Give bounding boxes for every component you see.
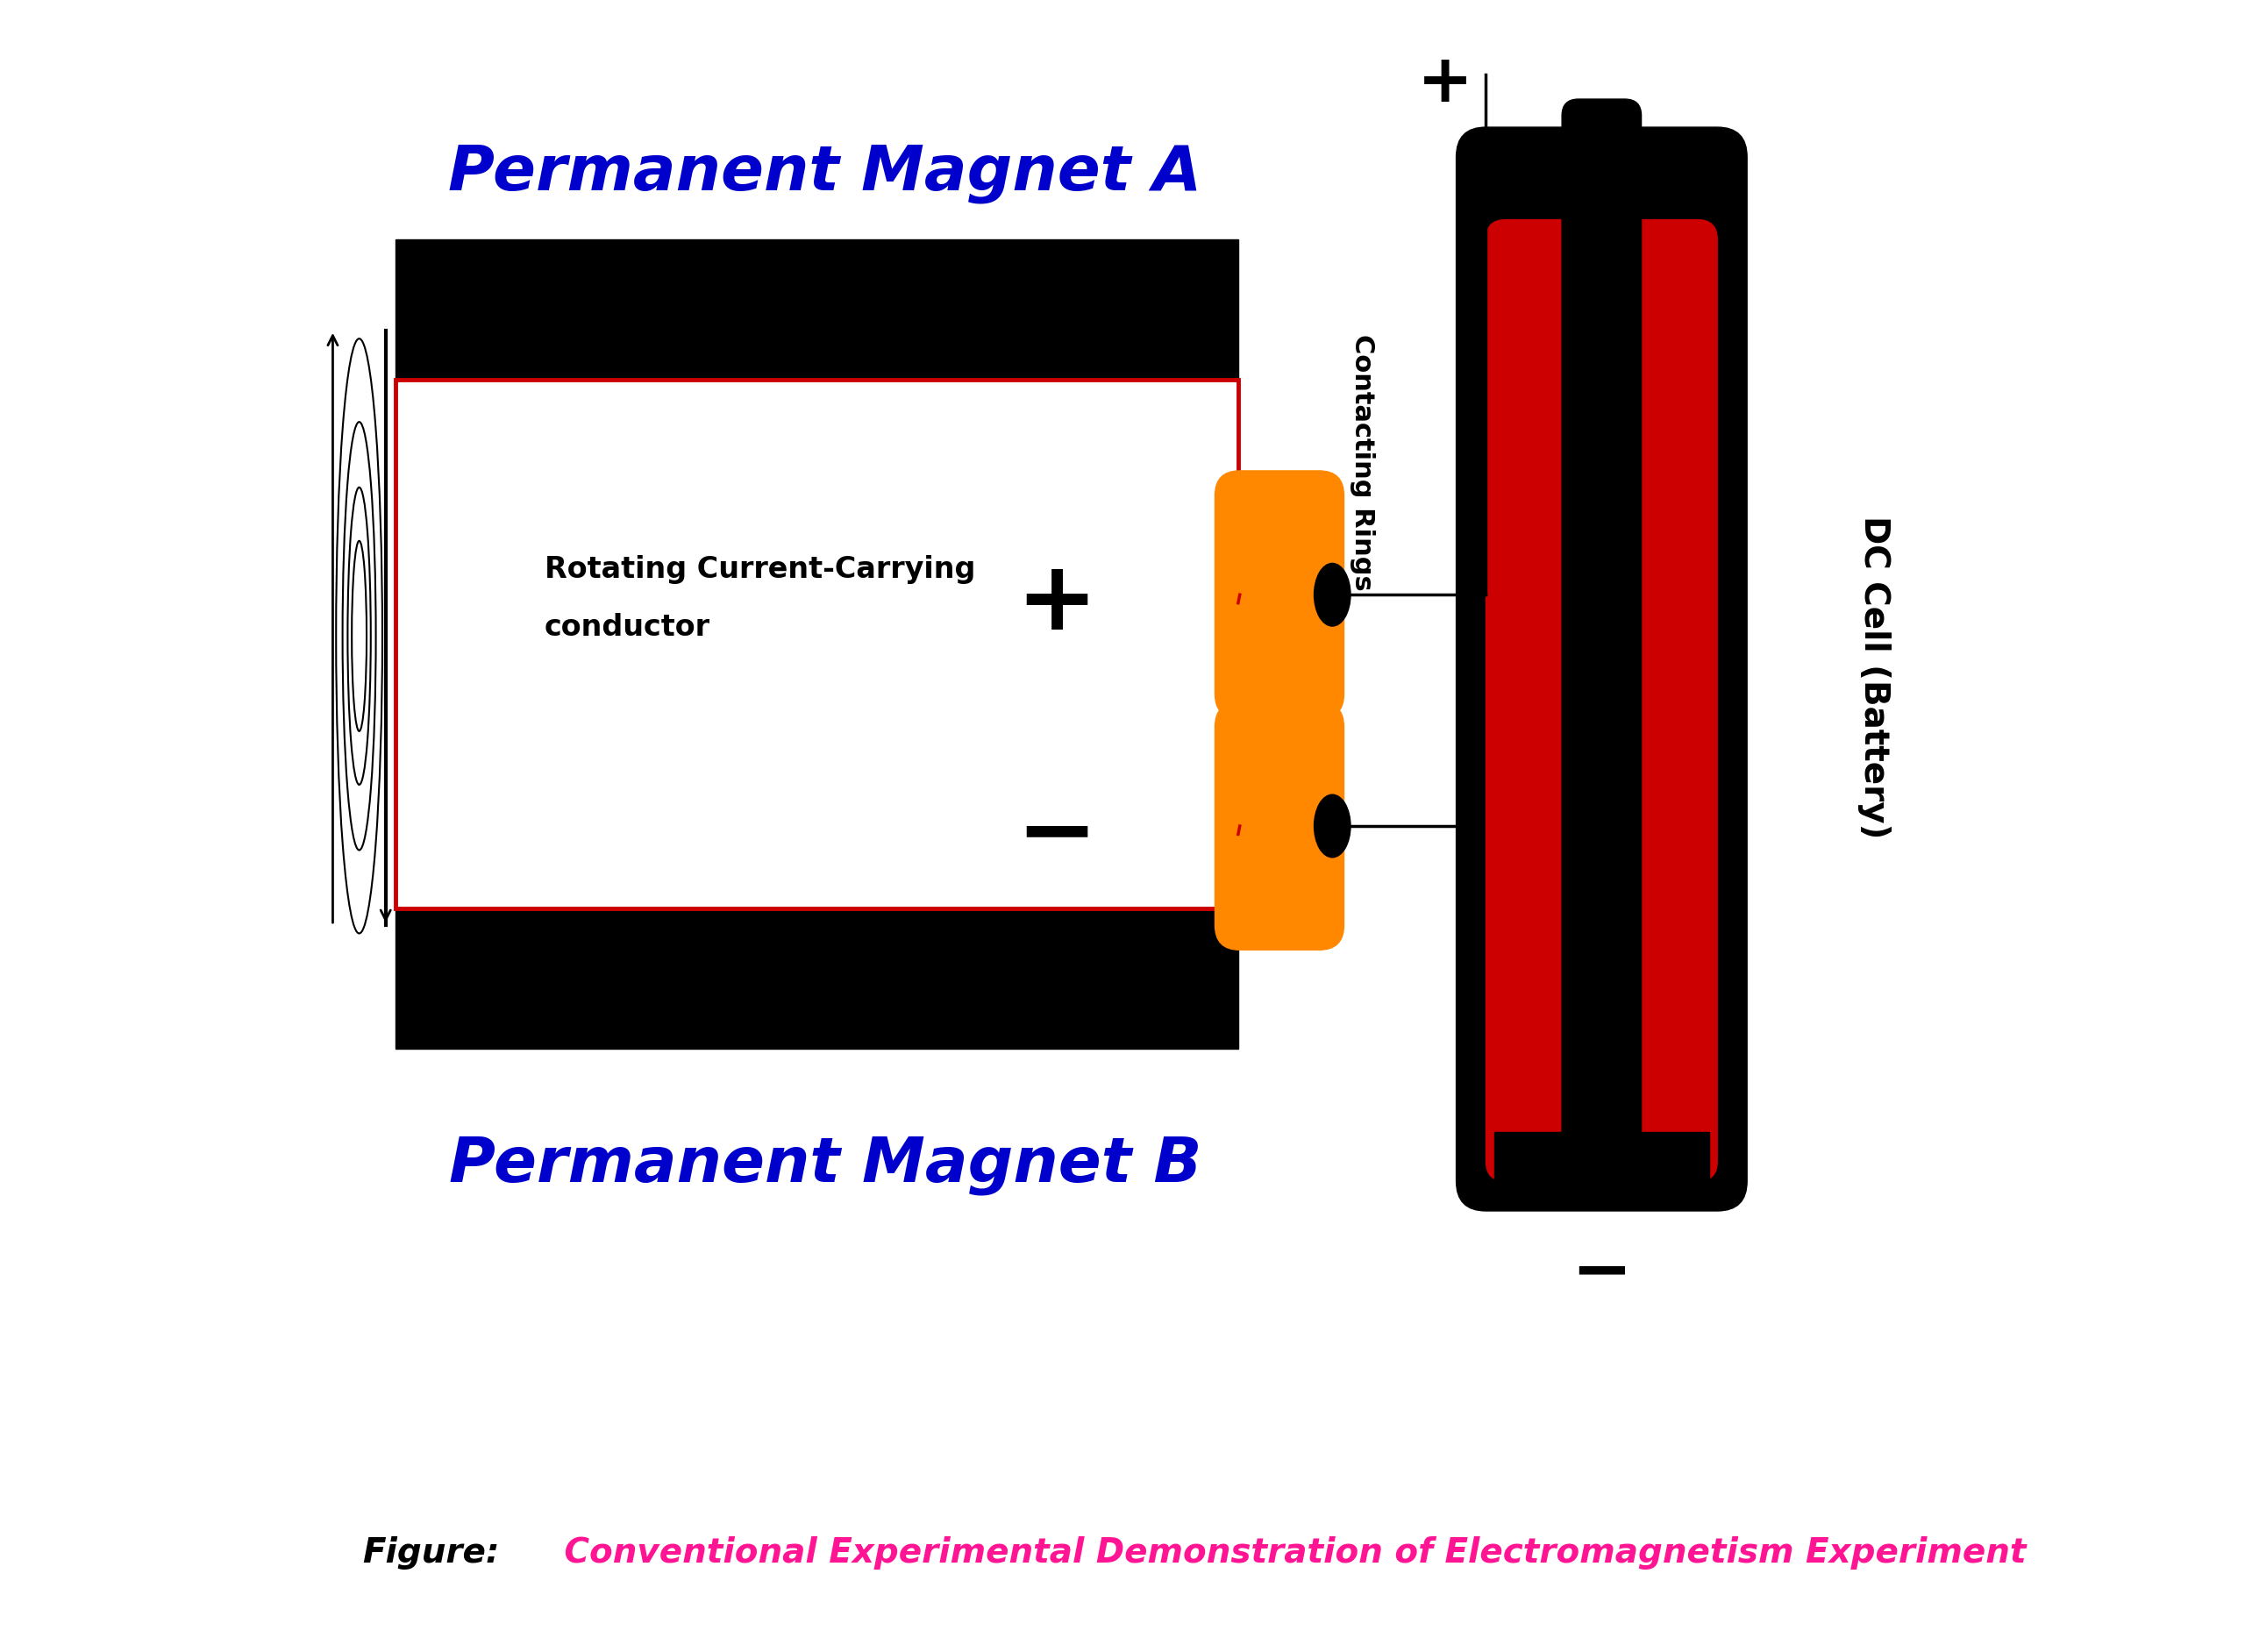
FancyBboxPatch shape — [1563, 99, 1641, 198]
Text: Rotating Current-Carrying: Rotating Current-Carrying — [543, 555, 974, 585]
FancyBboxPatch shape — [1215, 471, 1345, 719]
Bar — [1495, 1132, 1708, 1181]
FancyBboxPatch shape — [1457, 127, 1747, 1211]
Text: Figure:: Figure: — [361, 1536, 501, 1569]
Bar — [395, 909, 1239, 1049]
Text: Contacting Rings: Contacting Rings — [1349, 334, 1374, 591]
Text: conductor: conductor — [543, 613, 709, 643]
Text: DC Cell (Battery): DC Cell (Battery) — [1857, 515, 1890, 839]
Bar — [395, 380, 1239, 909]
Text: −: − — [1572, 1237, 1632, 1307]
Text: −: − — [1015, 788, 1098, 881]
Ellipse shape — [1313, 563, 1351, 626]
Ellipse shape — [1313, 795, 1351, 857]
FancyBboxPatch shape — [1563, 182, 1641, 1156]
FancyBboxPatch shape — [1486, 220, 1717, 1181]
FancyBboxPatch shape — [1215, 702, 1345, 950]
Text: Permanent Magnet B: Permanent Magnet B — [449, 1135, 1201, 1194]
Text: Permanent Magnet A: Permanent Magnet A — [449, 144, 1201, 203]
Text: Conventional Experimental Demonstration of Electromagnetism Experiment: Conventional Experimental Demonstration … — [552, 1536, 2027, 1569]
Text: +: + — [1015, 557, 1098, 649]
Bar — [395, 240, 1239, 380]
Text: +: + — [1417, 51, 1473, 116]
